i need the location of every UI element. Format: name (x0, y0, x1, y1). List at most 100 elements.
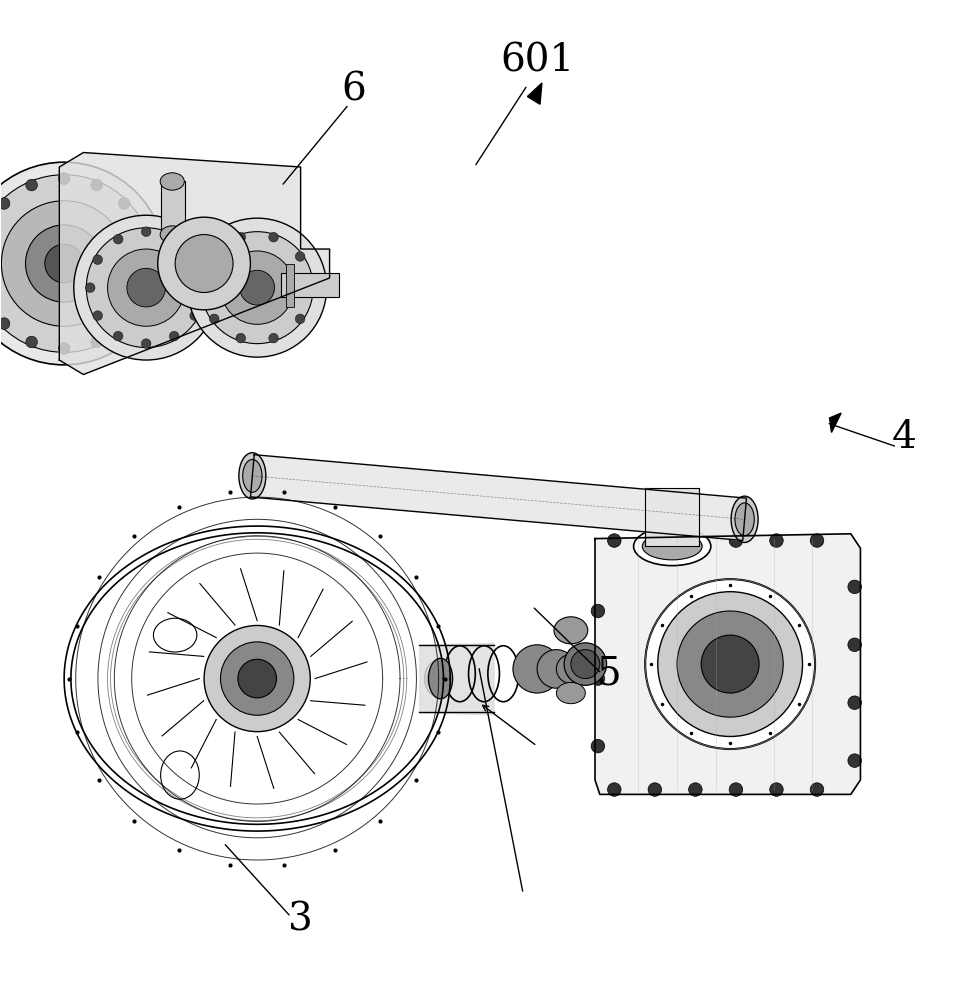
Circle shape (158, 217, 251, 310)
Ellipse shape (554, 617, 588, 644)
Circle shape (0, 175, 153, 352)
Circle shape (608, 534, 621, 547)
Ellipse shape (429, 658, 453, 699)
Ellipse shape (634, 527, 711, 566)
Circle shape (688, 534, 702, 547)
Ellipse shape (160, 173, 184, 190)
Text: 6: 6 (342, 71, 366, 108)
Bar (161, 181, 185, 235)
Circle shape (677, 611, 783, 717)
Circle shape (93, 255, 103, 264)
Circle shape (169, 331, 179, 341)
Circle shape (201, 232, 314, 344)
Text: 3: 3 (288, 901, 313, 938)
Circle shape (306, 283, 316, 292)
Circle shape (209, 314, 219, 324)
Circle shape (188, 218, 326, 357)
Circle shape (136, 290, 148, 302)
Circle shape (770, 783, 783, 796)
Circle shape (221, 642, 294, 715)
Circle shape (269, 333, 279, 343)
Circle shape (848, 696, 862, 709)
Circle shape (25, 225, 103, 302)
Circle shape (649, 534, 661, 547)
Circle shape (58, 173, 70, 184)
Circle shape (564, 643, 607, 685)
Circle shape (26, 336, 38, 348)
Circle shape (591, 672, 605, 685)
Circle shape (209, 252, 219, 261)
Polygon shape (830, 413, 841, 432)
Circle shape (91, 179, 103, 191)
Circle shape (295, 314, 305, 324)
Circle shape (513, 645, 561, 693)
Circle shape (608, 783, 621, 796)
Circle shape (236, 333, 246, 343)
Circle shape (58, 343, 70, 354)
Circle shape (93, 311, 103, 320)
Text: 4: 4 (892, 419, 917, 456)
Polygon shape (595, 534, 861, 794)
Ellipse shape (735, 503, 754, 536)
Circle shape (770, 534, 783, 547)
Bar (282, 273, 339, 297)
Circle shape (169, 234, 179, 244)
Circle shape (848, 754, 862, 767)
Circle shape (646, 579, 815, 749)
Bar (287, 264, 294, 307)
Circle shape (571, 650, 600, 679)
Circle shape (591, 604, 605, 618)
Text: 601: 601 (500, 42, 574, 79)
Circle shape (221, 251, 294, 324)
Circle shape (107, 249, 185, 326)
Circle shape (1, 201, 127, 326)
Bar (646, 488, 699, 546)
Circle shape (113, 234, 123, 244)
Circle shape (141, 227, 151, 236)
Circle shape (295, 252, 305, 261)
Circle shape (26, 179, 38, 191)
Circle shape (701, 635, 759, 693)
Circle shape (649, 783, 661, 796)
Text: 5: 5 (597, 655, 621, 692)
Ellipse shape (239, 453, 266, 499)
Circle shape (91, 336, 103, 348)
Circle shape (143, 258, 155, 269)
Circle shape (591, 739, 605, 753)
Circle shape (810, 534, 824, 547)
Circle shape (729, 534, 742, 547)
Circle shape (118, 318, 130, 329)
Circle shape (0, 162, 166, 365)
Circle shape (240, 270, 275, 305)
Polygon shape (59, 153, 329, 375)
Circle shape (136, 225, 148, 237)
Circle shape (848, 580, 862, 594)
Polygon shape (251, 455, 746, 540)
Circle shape (236, 232, 246, 242)
Circle shape (729, 783, 742, 796)
Circle shape (0, 198, 10, 209)
Circle shape (688, 783, 702, 796)
Circle shape (141, 339, 151, 348)
Circle shape (557, 654, 586, 683)
Ellipse shape (160, 226, 184, 243)
Circle shape (85, 283, 95, 292)
Ellipse shape (557, 682, 586, 704)
Circle shape (45, 244, 83, 283)
Ellipse shape (243, 459, 262, 492)
Circle shape (848, 638, 862, 652)
Circle shape (0, 318, 10, 329)
Circle shape (118, 198, 130, 209)
Circle shape (190, 311, 199, 320)
Circle shape (190, 255, 199, 264)
Circle shape (537, 650, 576, 688)
Polygon shape (528, 83, 542, 104)
Ellipse shape (643, 533, 702, 560)
Circle shape (127, 268, 166, 307)
Circle shape (238, 659, 277, 698)
Circle shape (657, 592, 802, 736)
Circle shape (74, 215, 219, 360)
Circle shape (197, 283, 207, 292)
Circle shape (199, 283, 209, 292)
Circle shape (204, 625, 311, 732)
